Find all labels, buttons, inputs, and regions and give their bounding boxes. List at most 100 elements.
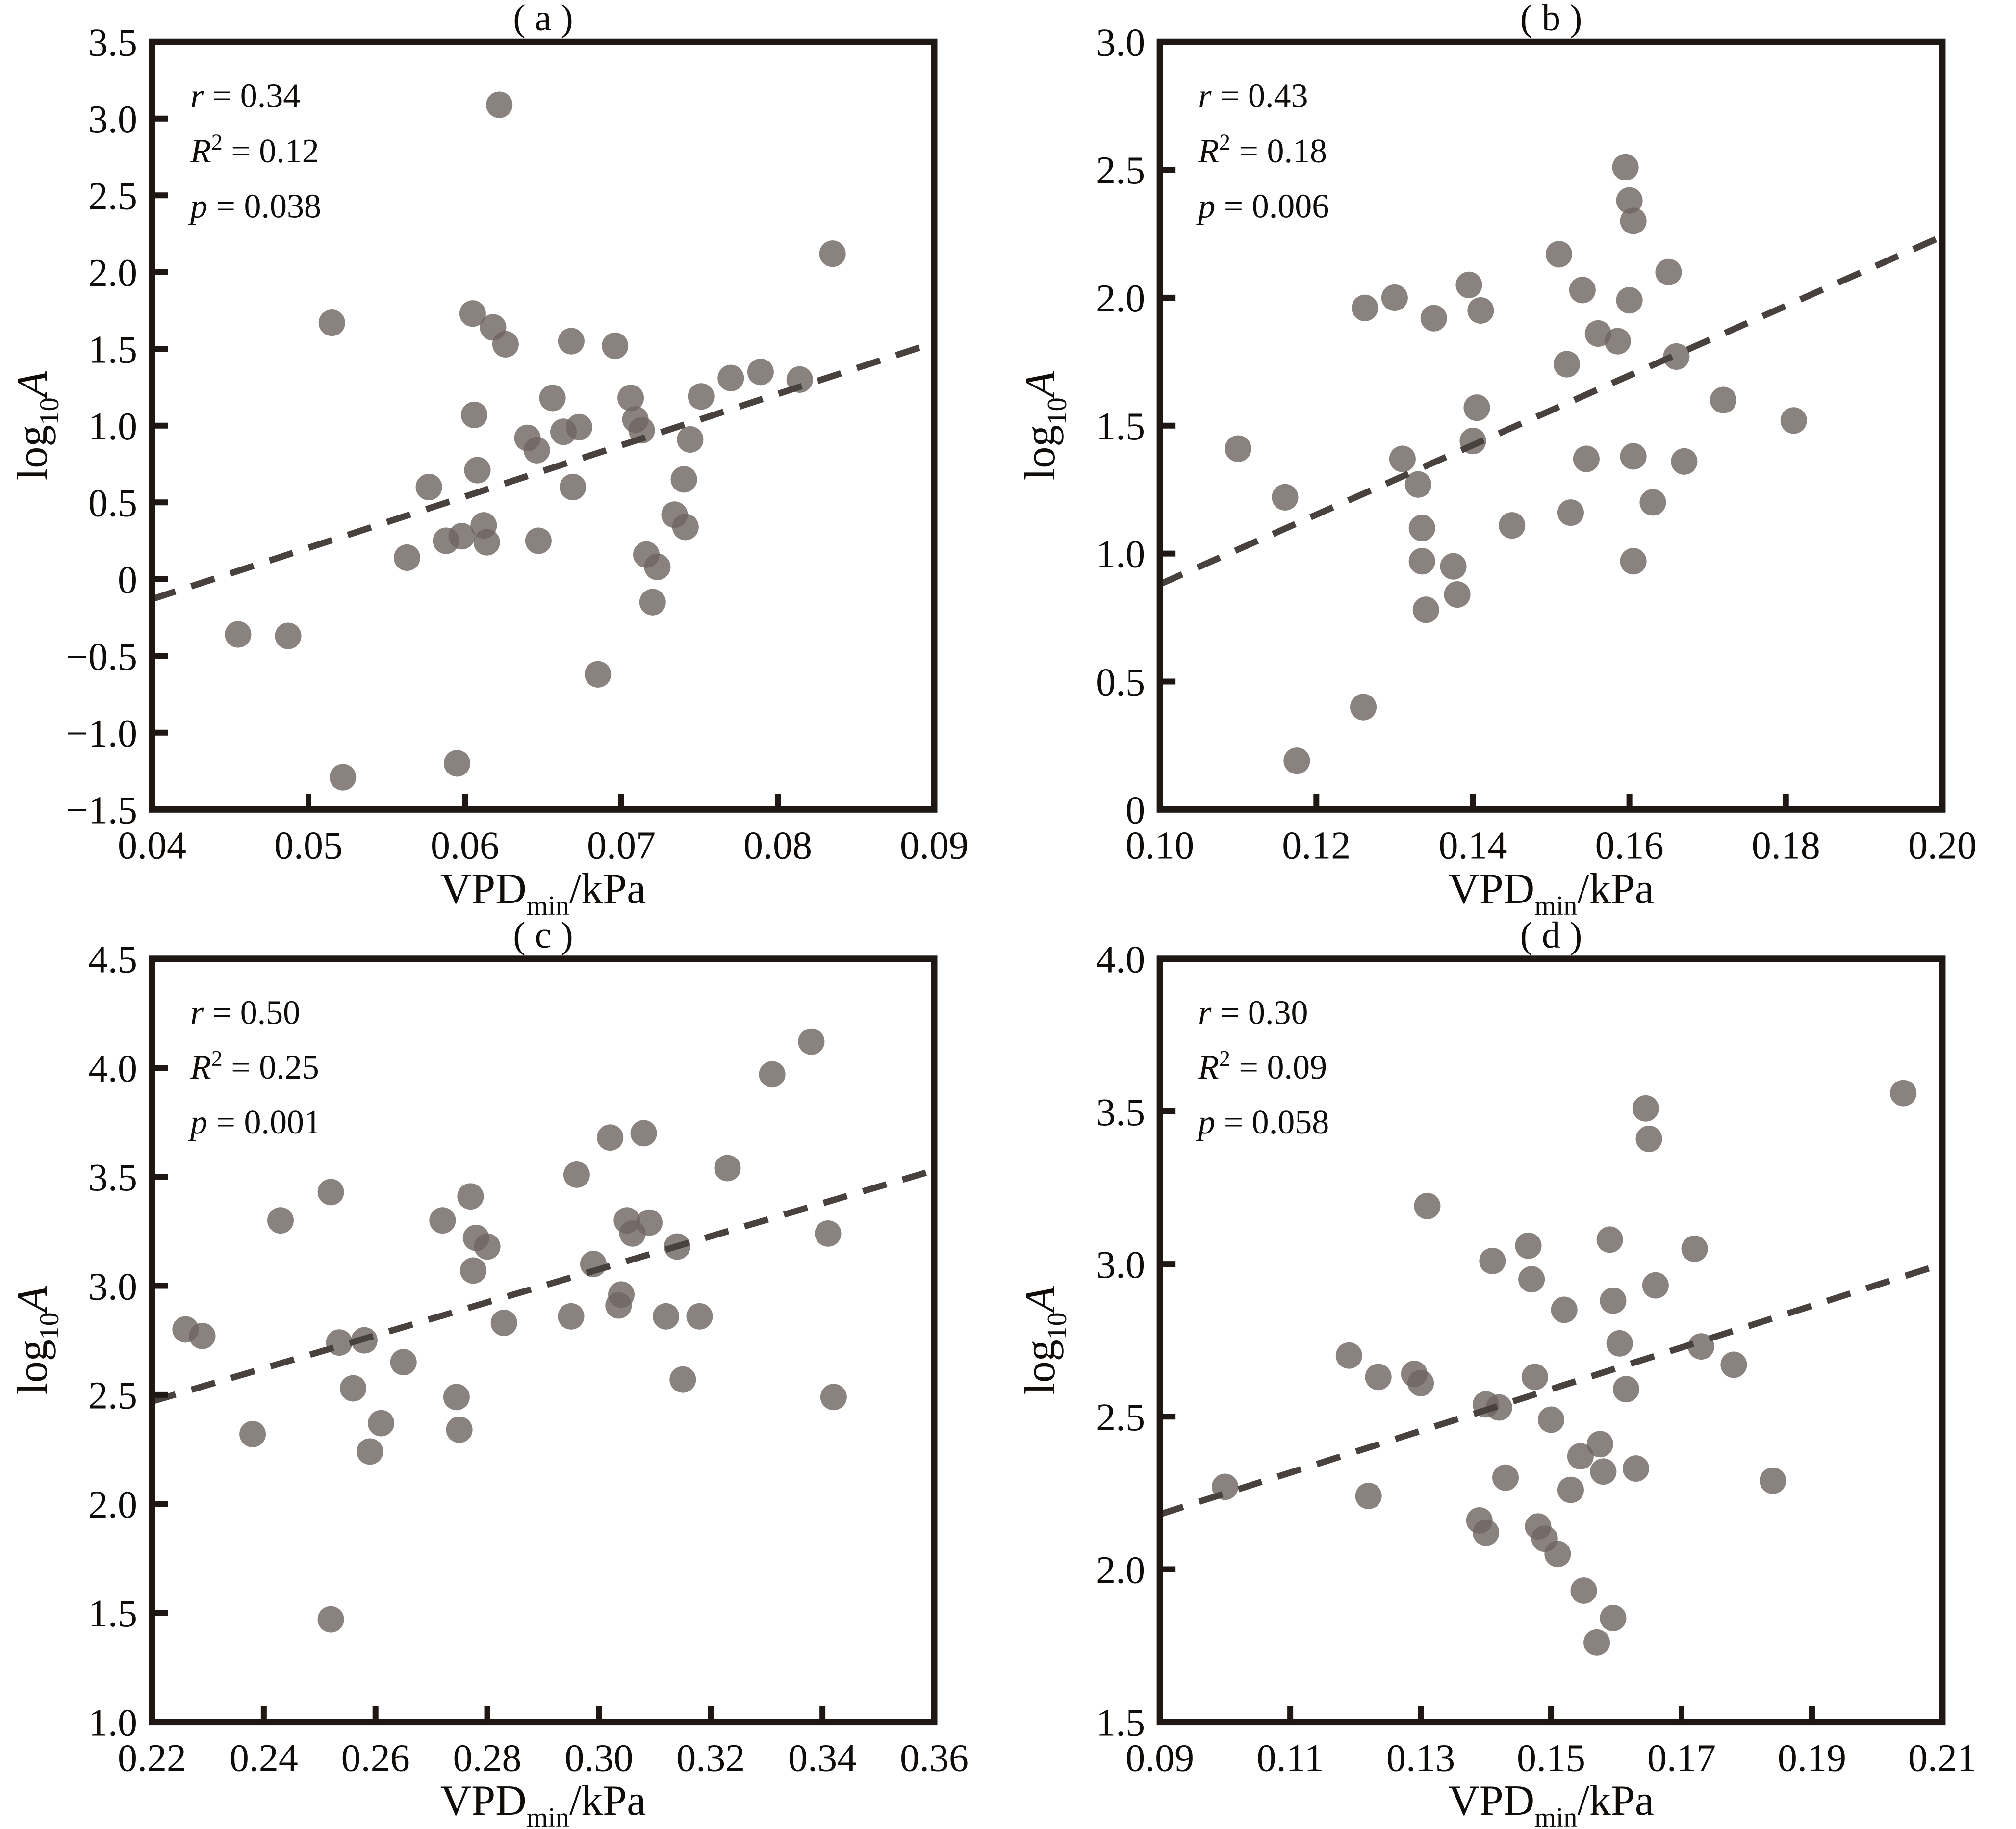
data-point — [1681, 1236, 1708, 1262]
x-tick-label: 0.19 — [1778, 1736, 1846, 1779]
data-point — [1389, 445, 1416, 472]
data-point — [1521, 1364, 1548, 1391]
data-point — [1600, 1605, 1627, 1631]
data-point — [815, 1220, 842, 1247]
panel-a-title: ( a ) — [513, 0, 573, 39]
stat-r2: R2 = 0.12 — [190, 129, 319, 170]
data-point — [446, 1416, 473, 1443]
trend-line — [1158, 233, 1944, 588]
data-point — [670, 466, 697, 493]
data-point — [1355, 1483, 1382, 1509]
panel-a-plot: ( a ) 0.04 0.05 0.06 0.07 0.08 0.09 −1.5 −1.0 −0.… — [8, 0, 969, 917]
data-point — [1569, 277, 1596, 304]
data-point — [1590, 1458, 1617, 1485]
data-point — [798, 1028, 825, 1055]
data-point — [1663, 343, 1690, 370]
data-point — [1620, 207, 1647, 234]
data-point — [1485, 1394, 1512, 1421]
data-point — [714, 1155, 741, 1182]
data-point — [669, 1366, 696, 1393]
data-point — [1444, 581, 1471, 608]
x-tick-label: 0.06 — [431, 824, 499, 868]
data-point — [225, 621, 252, 648]
panel-d: ( d ) 0.09 0.11 0.13 0.15 0.17 0.19 0.21 1.5 2.0 2… — [1008, 917, 2016, 1829]
data-point — [639, 589, 666, 616]
y-tick-label: 3.0 — [88, 98, 137, 141]
x-tick-label: 0.28 — [453, 1736, 522, 1779]
x-tick-label: 0.32 — [676, 1736, 745, 1779]
y-tick-label: 1.5 — [1096, 1701, 1145, 1745]
y-tick-label: 3.0 — [1096, 1243, 1145, 1287]
data-point — [1620, 443, 1647, 470]
data-point — [717, 364, 744, 391]
data-point — [473, 529, 500, 556]
data-point — [390, 1349, 417, 1376]
stat-r: r = 0.34 — [190, 77, 300, 115]
data-point — [317, 1606, 344, 1633]
y-tick-label: 0.5 — [88, 482, 137, 525]
y-tick-label: 2.5 — [88, 1374, 137, 1417]
data-point — [1586, 1431, 1613, 1458]
data-point — [415, 473, 442, 501]
data-point — [558, 328, 585, 355]
y-tick-label: 0 — [118, 559, 137, 602]
stat-p: p = 0.058 — [1196, 1104, 1329, 1141]
data-point — [1635, 1126, 1662, 1152]
data-point — [1408, 515, 1435, 541]
data-point — [1557, 499, 1584, 526]
data-point — [1557, 1476, 1584, 1503]
y-tick-label: −1.5 — [66, 789, 137, 832]
data-point — [1687, 1333, 1714, 1360]
data-point — [368, 1410, 395, 1437]
data-point — [1780, 407, 1807, 434]
data-point — [1408, 548, 1435, 575]
data-point — [565, 413, 592, 440]
data-point — [1567, 1443, 1594, 1470]
y-tick-label: 0.5 — [1096, 661, 1145, 704]
data-point — [318, 309, 345, 336]
x-tick-label: 0.05 — [274, 824, 343, 868]
data-point — [1225, 435, 1251, 462]
x-axis-label: VPDmin/kPa — [440, 1777, 646, 1829]
data-point — [340, 1375, 367, 1402]
data-point — [461, 401, 488, 429]
y-tick-label: 3.5 — [88, 21, 137, 64]
data-point — [1616, 287, 1643, 314]
y-tick-label: 2.0 — [1096, 1548, 1145, 1592]
data-point — [523, 437, 550, 464]
data-point — [1412, 596, 1439, 623]
x-tick-label: 0.09 — [900, 824, 969, 868]
data-point — [1365, 1364, 1392, 1391]
data-point — [1518, 1266, 1545, 1293]
data-point — [1272, 484, 1299, 511]
x-axis-label: VPDmin/kPa — [1448, 1777, 1654, 1829]
x-tick-label: 0.07 — [587, 824, 656, 868]
data-point — [608, 1281, 635, 1308]
y-tick-label: 3.5 — [1096, 1091, 1145, 1134]
data-point — [1538, 1406, 1565, 1433]
data-point — [525, 527, 552, 554]
data-point — [617, 385, 644, 412]
stat-p: p = 0.001 — [188, 1104, 321, 1141]
data-point — [1335, 1342, 1362, 1369]
data-point — [597, 1124, 624, 1151]
data-point — [317, 1179, 344, 1206]
data-point — [677, 426, 704, 453]
trend-line — [151, 1167, 935, 1405]
data-point — [1612, 154, 1639, 180]
y-tick-label: 4.0 — [88, 1047, 137, 1090]
data-point — [630, 1120, 657, 1147]
data-point — [653, 1303, 680, 1330]
data-point — [1350, 694, 1377, 721]
data-point — [1545, 241, 1572, 268]
y-tick-label: 3.5 — [88, 1156, 137, 1199]
data-point — [443, 1384, 470, 1411]
data-point — [563, 1161, 590, 1188]
panel-c-plot: ( c ) 0.22 0.24 0.26 0.28 0.30 0.32 0.34 0.36 1.0… — [9, 917, 969, 1829]
y-tick-label: 3.0 — [88, 1265, 137, 1309]
data-point — [189, 1322, 216, 1349]
data-point — [1455, 271, 1482, 298]
y-tick-label: 0 — [1125, 789, 1145, 832]
y-axis-label: log10A — [9, 1286, 65, 1395]
data-point — [1544, 1541, 1571, 1568]
